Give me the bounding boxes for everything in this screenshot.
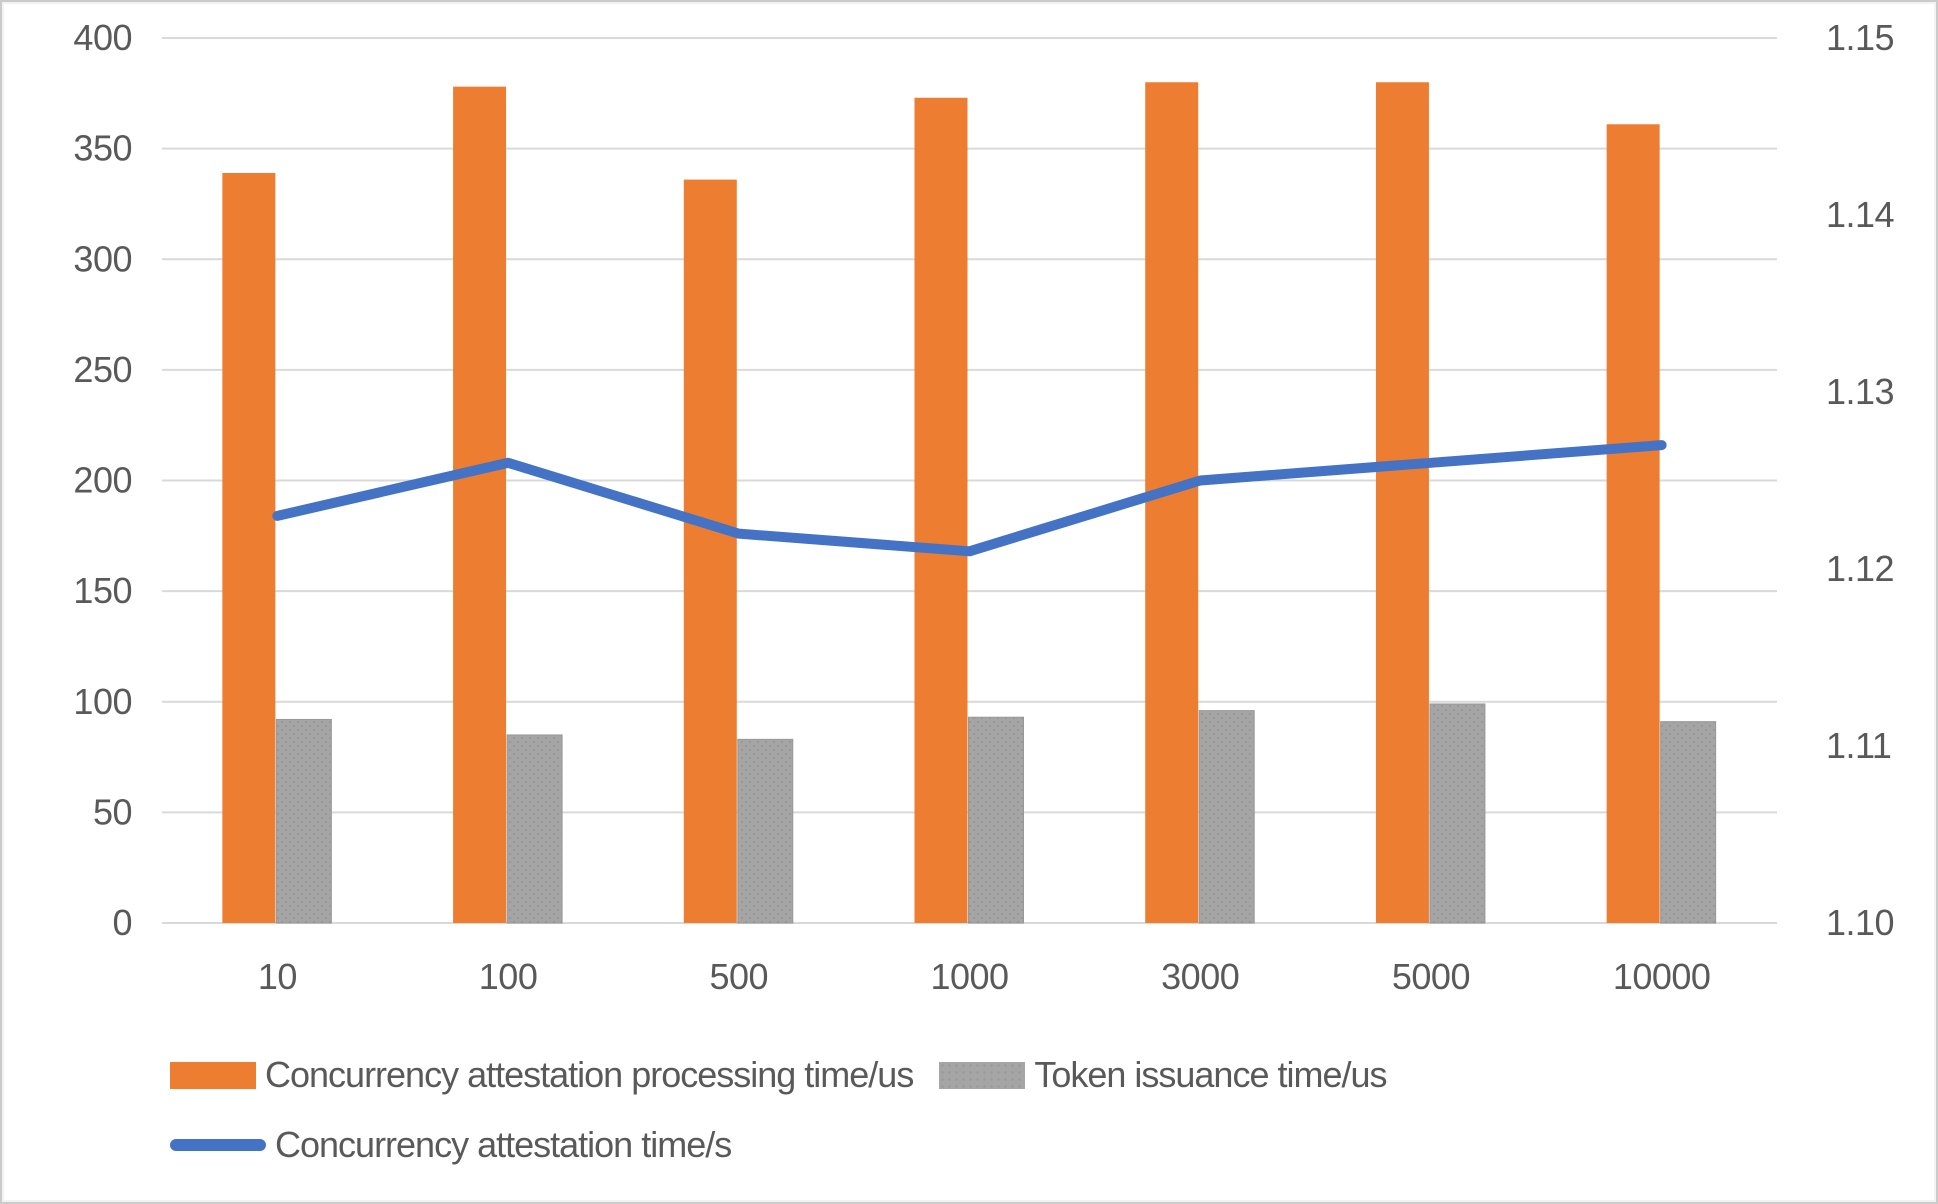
bar-token-issuance bbox=[1198, 710, 1255, 924]
left-axis-tick-label: 150 bbox=[73, 570, 132, 611]
left-axis-tick-label: 350 bbox=[73, 128, 132, 169]
left-axis-tick-label: 0 bbox=[112, 902, 132, 943]
bar-concurrency-attestation-processing bbox=[683, 179, 737, 924]
left-axis-tick-labels: 0 50 100 150 200 250 300 350 400 bbox=[73, 17, 132, 943]
x-axis-label: 10 bbox=[258, 956, 297, 997]
bar-token-issuance bbox=[275, 718, 332, 924]
legend: Concurrency attestation processing time/… bbox=[170, 1052, 1770, 1192]
bar-token-issuance bbox=[737, 738, 794, 924]
x-axis-label: 3000 bbox=[1161, 956, 1239, 997]
legend-label-processing-time: Concurrency attestation processing time/… bbox=[265, 1054, 914, 1095]
x-axis-category-labels: 10 100 500 1000 3000 5000 10000 bbox=[258, 956, 1711, 997]
left-axis-tick-label: 400 bbox=[73, 17, 132, 58]
right-axis-tick-labels: 1.10 1.11 1.12 1.13 1.14 1.15 bbox=[1826, 17, 1895, 943]
bar-concurrency-attestation-processing bbox=[453, 86, 507, 924]
bar-token-issuance bbox=[968, 716, 1024, 924]
x-axis-label: 5000 bbox=[1392, 956, 1470, 997]
right-axis-tick-label: 1.13 bbox=[1826, 371, 1894, 412]
left-axis-tick-label: 200 bbox=[73, 460, 132, 501]
bar-concurrency-attestation-processing bbox=[1145, 82, 1199, 923]
legend-label-token-issuance: Token issuance time/us bbox=[1034, 1054, 1387, 1095]
x-axis-label: 500 bbox=[709, 956, 768, 997]
x-axis-label: 100 bbox=[479, 956, 538, 997]
right-axis-tick-label: 1.12 bbox=[1826, 548, 1894, 589]
right-axis-tick-label: 1.11 bbox=[1826, 725, 1891, 766]
bar-concurrency-attestation-processing bbox=[222, 172, 276, 923]
legend-swatch-token-issuance bbox=[939, 1061, 1026, 1089]
legend-swatch-processing-time bbox=[170, 1061, 256, 1089]
bar-concurrency-attestation-processing bbox=[1606, 124, 1660, 924]
line-concurrency-attestation-time bbox=[272, 440, 1667, 557]
line-series bbox=[272, 440, 1667, 557]
legend-row-1: Concurrency attestation processing time/… bbox=[170, 1052, 1770, 1098]
right-axis-tick-label: 1.15 bbox=[1826, 17, 1894, 58]
x-axis-label: 1000 bbox=[930, 956, 1008, 997]
legend-swatch-attestation-time bbox=[170, 1139, 266, 1151]
bar-concurrency-attestation-processing bbox=[914, 97, 968, 924]
left-axis-tick-label: 100 bbox=[73, 681, 132, 722]
right-axis-tick-label: 1.10 bbox=[1826, 902, 1894, 943]
legend-label-attestation-time: Concurrency attestation time/s bbox=[275, 1124, 732, 1165]
bar-token-issuance bbox=[1429, 703, 1486, 924]
left-axis-tick-label: 50 bbox=[93, 791, 132, 832]
left-axis-tick-label: 250 bbox=[73, 349, 132, 390]
bar-token-issuance bbox=[1660, 721, 1717, 924]
bar-token-issuance bbox=[506, 734, 563, 924]
right-axis-tick-label: 1.14 bbox=[1826, 194, 1894, 235]
bar-concurrency-attestation-processing bbox=[1375, 82, 1429, 923]
x-axis-label: 10000 bbox=[1613, 956, 1711, 997]
legend-row-2: Concurrency attestation time/s bbox=[170, 1122, 1770, 1168]
bar-series bbox=[222, 82, 1717, 924]
left-axis-tick-label: 300 bbox=[73, 238, 132, 279]
